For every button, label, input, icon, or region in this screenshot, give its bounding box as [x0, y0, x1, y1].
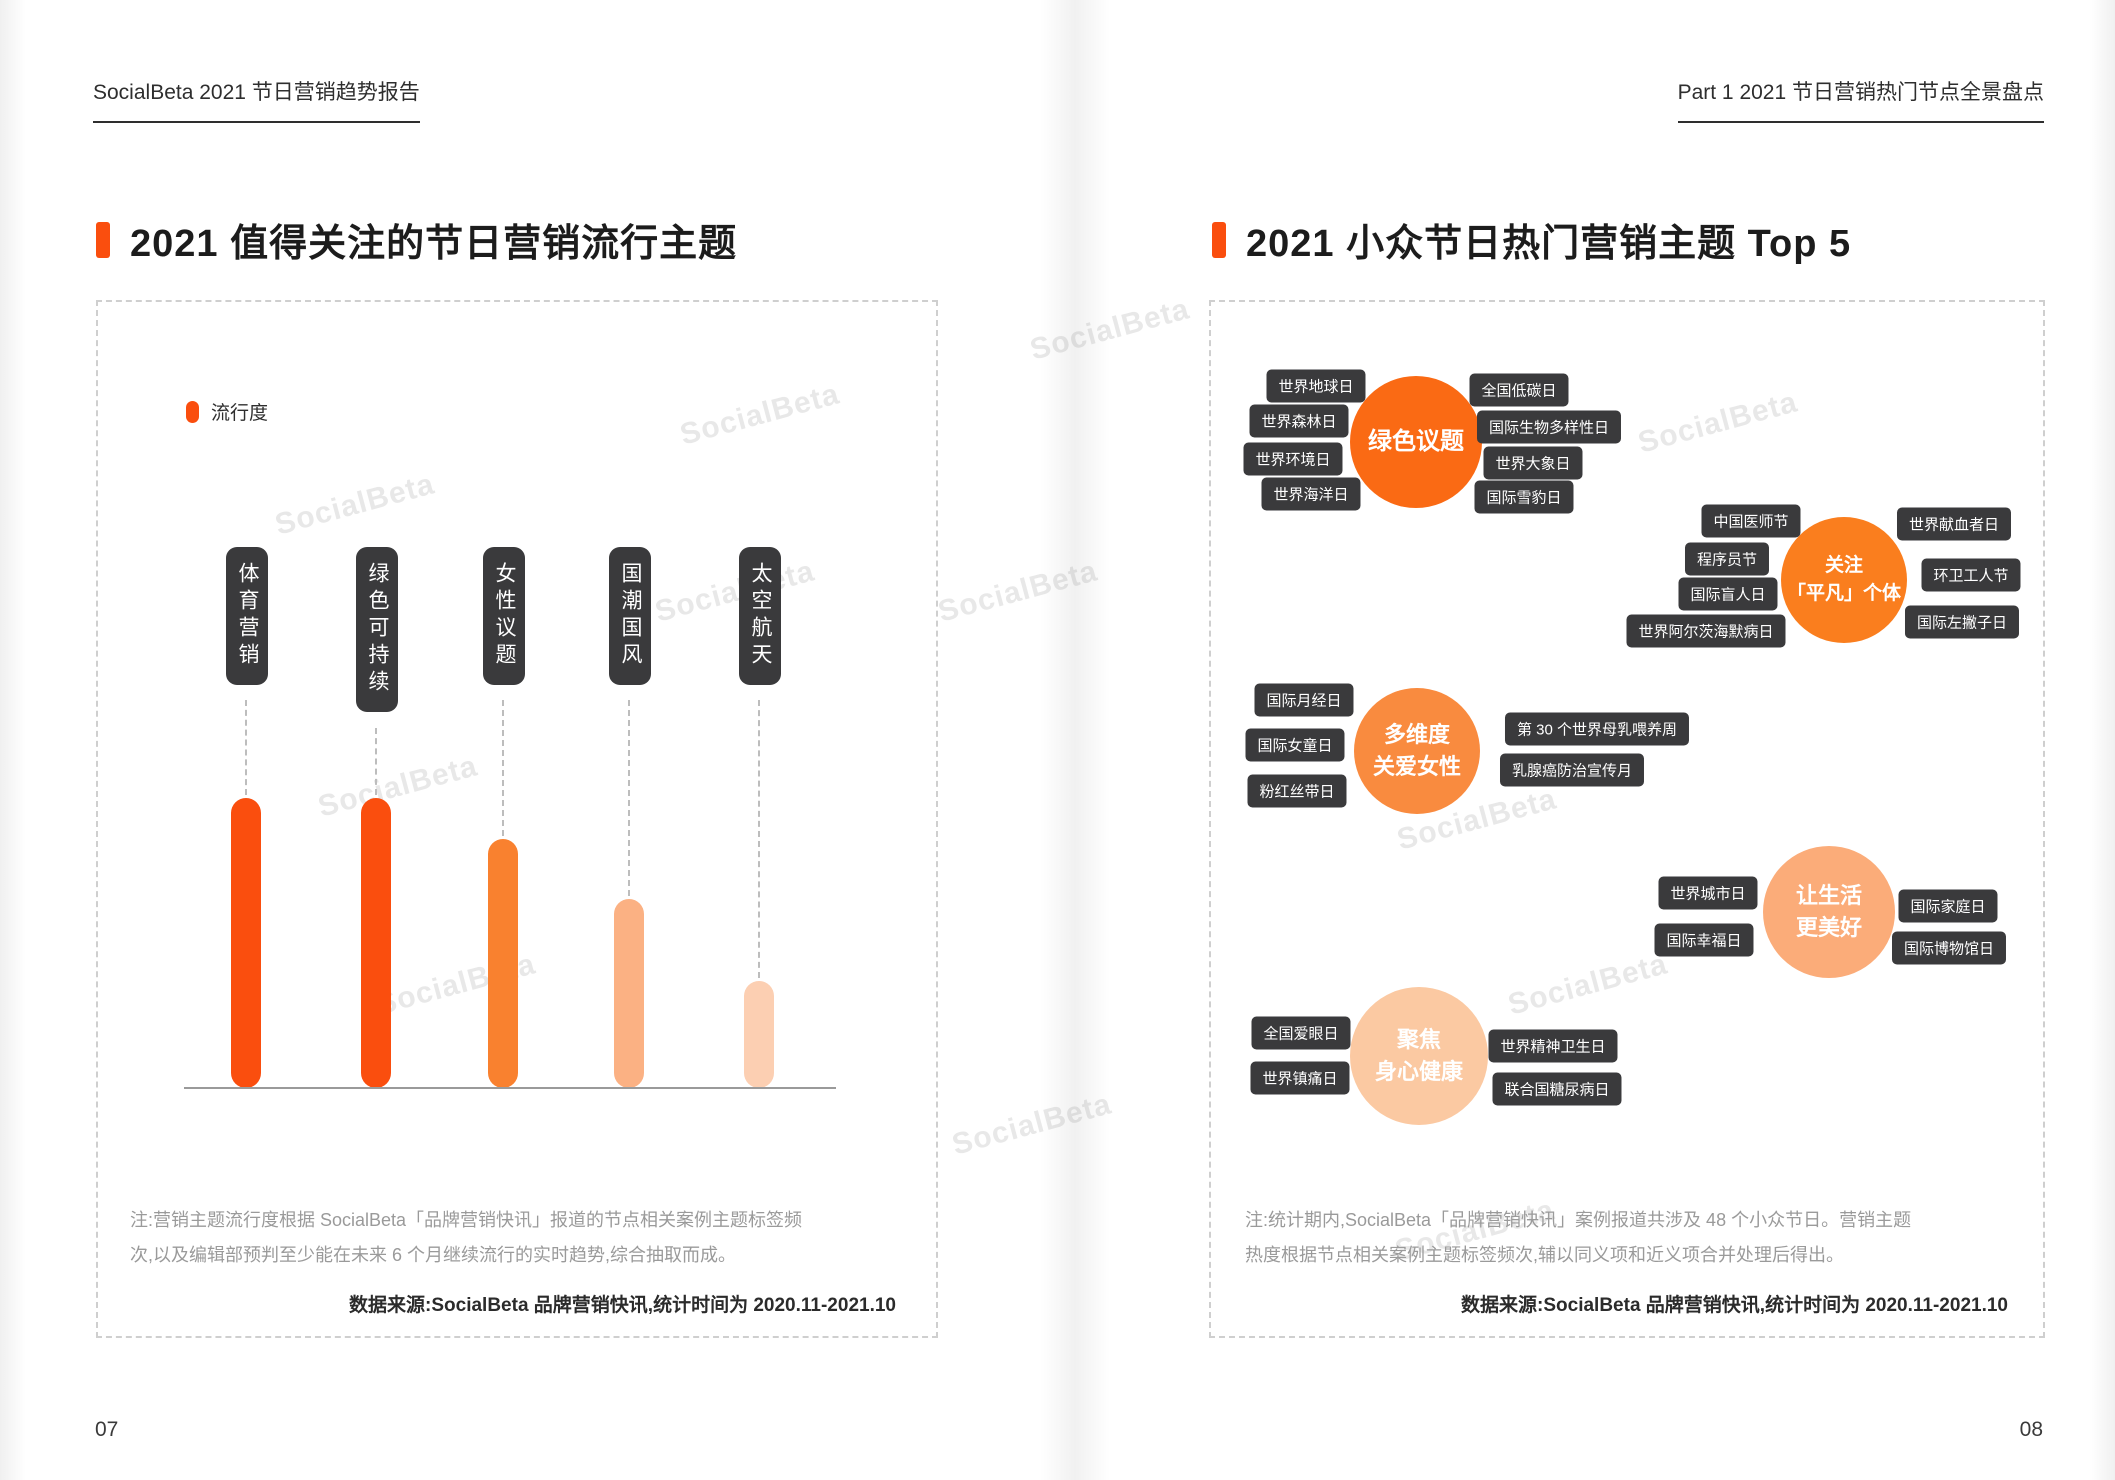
chart-baseline [184, 1087, 836, 1089]
tag-china-doctors-day: 中国医师节 [1701, 504, 1801, 538]
bar-sports [231, 798, 261, 1088]
tag-snow-leopard-day: 国际雪豹日 [1474, 480, 1574, 514]
tag-world-environment-day: 世界环境日 [1243, 442, 1343, 476]
connector-line [245, 700, 247, 795]
tag-world-forest-day: 世界森林日 [1249, 404, 1349, 438]
connector-line [502, 700, 504, 836]
bar-space [744, 981, 774, 1088]
bubble-label: 关注 [1824, 555, 1863, 577]
right-note-line1: 注:统计期内,SocialBeta「品牌营销快讯」案例报道共涉及 48 个小众节… [1245, 1210, 1912, 1230]
left-source: 数据来源:SocialBeta 品牌营销快讯,统计时间为 2020.11-202… [349, 1295, 896, 1316]
legend-marker-icon [186, 400, 199, 423]
tag-menstrual-day: 国际月经日 [1254, 683, 1354, 717]
tag-girl-child-day: 国际女童日 [1245, 728, 1345, 762]
tag-breast-cancer-month: 乳腺癌防治宣传月 [1499, 753, 1645, 787]
tag-national-low-carbon-day: 全国低碳日 [1469, 373, 1569, 407]
bar-green [361, 798, 391, 1088]
tag-happiness-day: 国际幸福日 [1654, 923, 1754, 957]
tag-analgesia-day: 世界镇痛日 [1250, 1061, 1350, 1095]
right-page-title: 2021 小众节日热门营销主题 Top 5 [1246, 223, 1852, 265]
tag-sanitation-worker-day: 环卫工人节 [1921, 558, 2021, 592]
bubble-chart-panel [1209, 300, 2045, 1338]
tag-diabetes-day: 联合国糖尿病日 [1492, 1072, 1622, 1106]
right-page-number: 08 [2019, 1418, 2043, 1441]
tag-eye-care-day: 全国爱眼日 [1251, 1016, 1351, 1050]
tag-lefthanders-day: 国际左撇子日 [1904, 605, 2020, 639]
tag-biodiversity-day: 国际生物多样性日 [1476, 410, 1622, 444]
connector-line [375, 728, 377, 795]
bubble-green-topics: 绿色议题 [1350, 376, 1482, 508]
bar-women [488, 839, 518, 1088]
tag-alzheimers-day: 世界阿尔茨海默病日 [1626, 614, 1786, 648]
connector-line [628, 700, 630, 896]
bar-guochao [614, 899, 644, 1088]
tag-museum-day: 国际博物馆日 [1891, 931, 2007, 965]
title-accent-bar [96, 221, 110, 258]
chart-legend: 流行度 [186, 398, 268, 425]
bar-category-label: 太空航天 [739, 547, 781, 685]
tag-family-day: 国际家庭日 [1898, 889, 1998, 923]
right-page-header: Part 1 2021 节日营销热门节点全景盘点 [1677, 76, 2044, 123]
page-spine [1040, 0, 1110, 1480]
bar-category-label: 女性议题 [483, 547, 525, 685]
legend-label: 流行度 [211, 403, 269, 424]
bubble-ordinary-people: 关注 「平凡」个体 [1781, 517, 1907, 643]
bubble-label: 身心健康 [1374, 1059, 1463, 1084]
tag-pink-ribbon-day: 粉红丝带日 [1247, 774, 1347, 808]
left-note-line2: 次,以及编辑部预判至少能在未来 6 个月继续流行的实时趋势,综合抽取而成。 [130, 1245, 737, 1266]
bar-category-label: 国潮国风 [609, 547, 651, 685]
bar-category-label: 绿色可持续 [356, 547, 398, 712]
left-note: 注:营销主题流行度根据 SocialBeta「品牌营销快讯」报道的节点相关案例主… [130, 1203, 920, 1273]
bar-category-label: 体育营销 [226, 547, 268, 685]
bubble-care-for-women: 多维度 关爱女性 [1354, 688, 1480, 814]
tag-world-earth-day: 世界地球日 [1266, 369, 1366, 403]
bubble-health: 聚焦 身心健康 [1350, 987, 1488, 1125]
page-edge-left [0, 0, 26, 1480]
bubble-label: 让生活 [1795, 883, 1862, 909]
left-page-title: 2021 值得关注的节日营销流行主题 [130, 223, 738, 265]
page-edge-right [2089, 0, 2115, 1480]
right-title-row: 2021 小众节日热门营销主题 Top 5 [1212, 212, 1851, 267]
tag-world-cities-day: 世界城市日 [1658, 876, 1758, 910]
right-source: 数据来源:SocialBeta 品牌营销快讯,统计时间为 2020.11-202… [1461, 1295, 2008, 1316]
bubble-label: 「平凡」个体 [1786, 583, 1901, 604]
tag-blind-day: 国际盲人日 [1678, 577, 1778, 611]
tag-world-elephant-day: 世界大象日 [1483, 446, 1583, 480]
bubble-label: 关爱女性 [1372, 754, 1461, 779]
bubble-label: 更美好 [1795, 915, 1862, 940]
title-accent-bar [1212, 221, 1226, 258]
tag-programmers-day: 程序员节 [1684, 542, 1770, 576]
connector-line [758, 700, 760, 978]
left-page-number: 07 [95, 1418, 119, 1441]
bar-chart-panel [96, 300, 938, 1338]
tag-world-ocean-day: 世界海洋日 [1261, 477, 1361, 511]
bubble-label: 绿色议题 [1368, 427, 1464, 455]
right-note: 注:统计期内,SocialBeta「品牌营销快讯」案例报道共涉及 48 个小众节… [1245, 1203, 2015, 1273]
left-note-line1: 注:营销主题流行度根据 SocialBeta「品牌营销快讯」报道的节点相关案例主… [130, 1210, 803, 1230]
tag-mental-health-day: 世界精神卫生日 [1488, 1029, 1618, 1063]
bubble-label: 多维度 [1383, 722, 1450, 748]
bubble-better-life: 让生活 更美好 [1763, 846, 1895, 978]
right-note-line2: 热度根据节点相关案例主题标签频次,辅以同义项和近义项合并处理后得出。 [1245, 1245, 1844, 1266]
tag-breastfeeding-week: 第 30 个世界母乳喂养周 [1504, 712, 1690, 746]
left-page-header: SocialBeta 2021 节日营销趋势报告 [93, 76, 420, 123]
bubble-label: 聚焦 [1396, 1027, 1441, 1053]
tag-blood-donor-day: 世界献血者日 [1896, 507, 2012, 541]
left-title-row: 2021 值得关注的节日营销流行主题 [96, 212, 737, 267]
